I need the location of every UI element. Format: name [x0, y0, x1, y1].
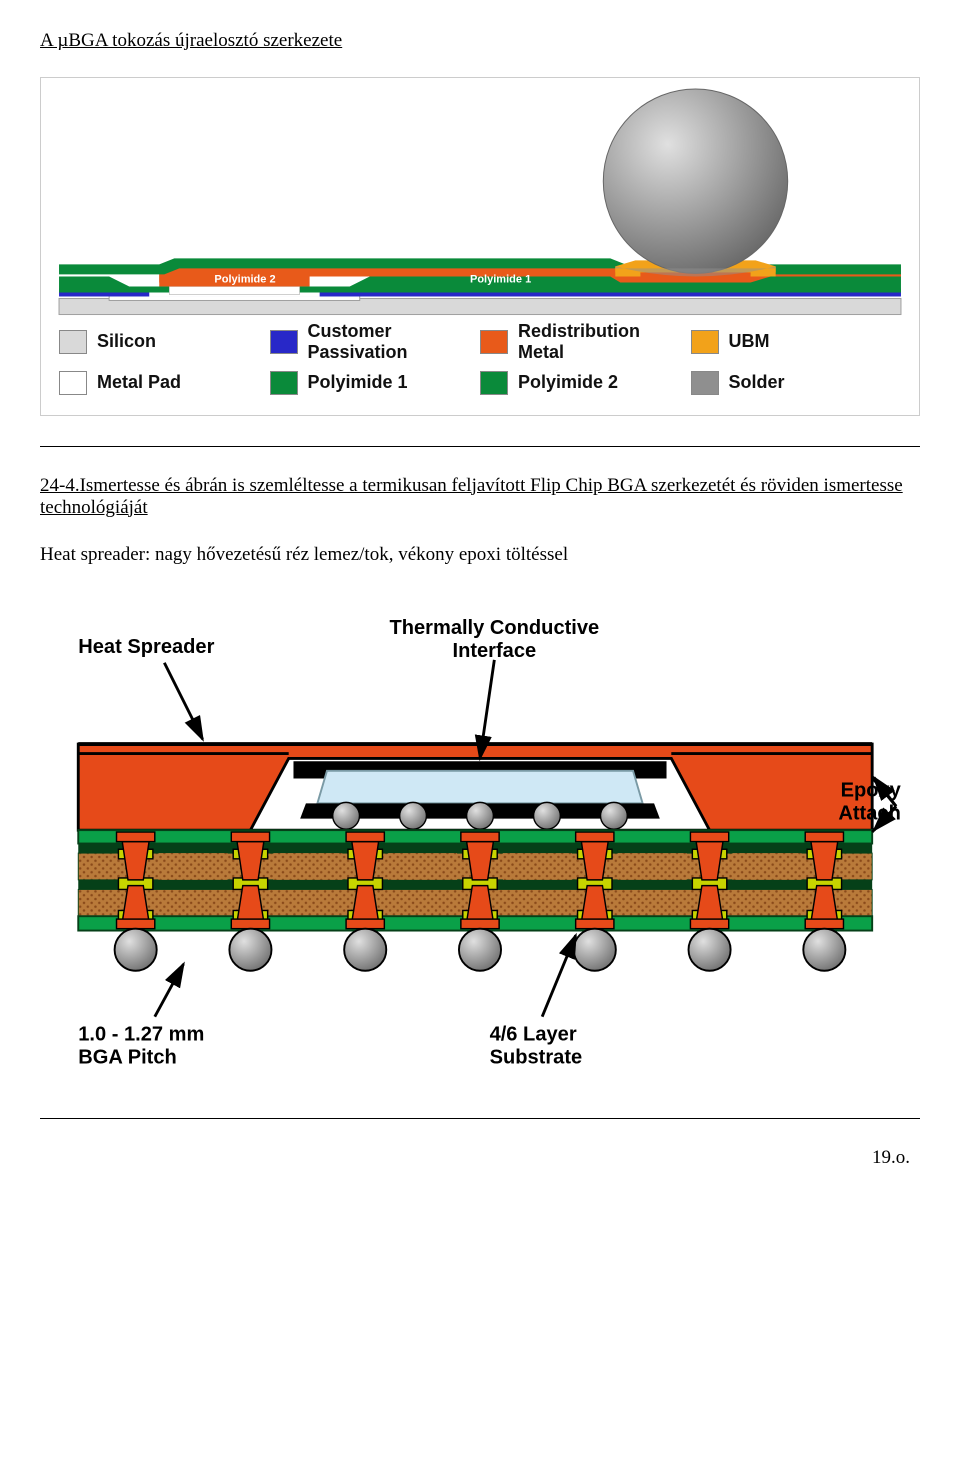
legend-item: Polyimide 2 — [480, 371, 691, 395]
figure2-svg: Heat Spreader Thermally ConductiveInterfa… — [40, 591, 920, 1088]
svg-text:Substrate: Substrate — [490, 1046, 583, 1068]
legend-label: Polyimide 2 — [518, 372, 618, 393]
svg-text:BGA Pitch: BGA Pitch — [78, 1046, 177, 1068]
legend-label: Polyimide 1 — [308, 372, 408, 393]
legend-swatch — [480, 371, 508, 395]
legend-swatch — [59, 330, 87, 354]
legend-swatch — [59, 371, 87, 395]
page-number: 19.o. — [40, 1147, 920, 1169]
legend-label: Redistribution Metal — [518, 321, 691, 363]
legend-swatch — [270, 330, 298, 354]
svg-text:Polyimide 1: Polyimide 1 — [470, 273, 531, 285]
legend-item: Customer Passivation — [270, 321, 481, 363]
legend-swatch — [480, 330, 508, 354]
legend-label: Metal Pad — [97, 372, 181, 393]
divider — [40, 1118, 920, 1119]
svg-text:Epoxy: Epoxy — [841, 779, 902, 801]
body-text: Heat spreader: nagy hővezetésű réz lemez… — [40, 544, 920, 566]
figure1-svg: Polyimide 2 Polyimide 1 — [49, 86, 911, 317]
legend-label: Silicon — [97, 331, 156, 352]
legend-label: UBM — [729, 331, 770, 352]
question-title: 24-4.Ismertesse és ábrán is szemléltesse… — [40, 475, 920, 519]
figure-flipchip-bga: Heat Spreader Thermally ConductiveInterfa… — [40, 591, 920, 1088]
legend-swatch — [691, 330, 719, 354]
svg-text:4/6 Layer: 4/6 Layer — [490, 1023, 577, 1045]
legend-row-1: Silicon Customer Passivation Redistribut… — [49, 317, 911, 367]
figure-ubga-redistribution: Polyimide 2 Polyimide 1 Silicon Customer … — [40, 77, 920, 416]
legend-item: Redistribution Metal — [480, 321, 691, 363]
legend-swatch — [691, 371, 719, 395]
legend-item: Silicon — [59, 330, 270, 354]
svg-text:Attach: Attach — [838, 802, 900, 824]
legend-item: UBM — [691, 330, 902, 354]
legend-item: Solder — [691, 371, 902, 395]
section-title: A µBGA tokozás újraelosztó szerkezete — [40, 30, 920, 52]
legend-item: Polyimide 1 — [270, 371, 481, 395]
legend-swatch — [270, 371, 298, 395]
svg-text:Heat Spreader: Heat Spreader — [78, 636, 214, 658]
legend-row-2: Metal Pad Polyimide 1 Polyimide 2 Solder — [49, 367, 911, 399]
legend-label: Customer Passivation — [308, 321, 481, 363]
legend-item: Metal Pad — [59, 371, 270, 395]
divider — [40, 446, 920, 447]
svg-text:Polyimide 2: Polyimide 2 — [214, 273, 275, 285]
svg-text:Interface: Interface — [452, 640, 536, 662]
svg-text:1.0 - 1.27 mm: 1.0 - 1.27 mm — [78, 1023, 204, 1045]
svg-text:Thermally Conductive: Thermally Conductive — [389, 617, 599, 639]
legend-label: Solder — [729, 372, 785, 393]
